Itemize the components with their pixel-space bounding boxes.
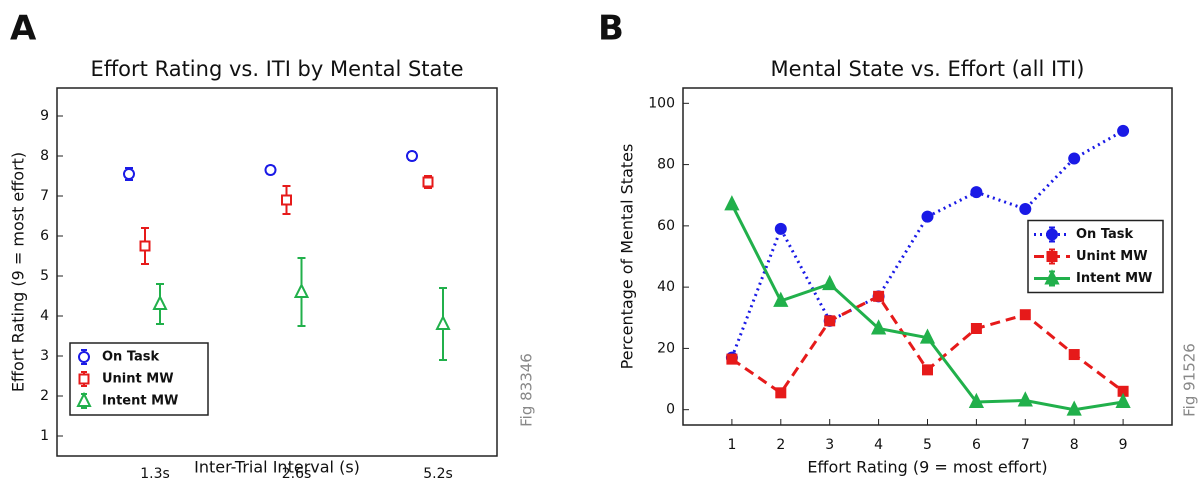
legend-marker — [1044, 269, 1060, 285]
y-tick-label: 1 — [40, 428, 49, 444]
x-axis-label: Effort Rating (9 = most effort) — [807, 458, 1047, 477]
marker — [1068, 349, 1080, 361]
marker — [264, 164, 277, 176]
chart-title: Mental State vs. Effort (all ITI) — [771, 57, 1085, 81]
legend-marker — [76, 391, 92, 407]
marker — [1115, 392, 1131, 409]
x-tick-label: 3 — [825, 437, 834, 453]
watermark: Fig 83346 — [518, 353, 536, 427]
marker — [870, 319, 887, 335]
y-tick-label: 80 — [657, 157, 675, 173]
y-axis-label: Percentage of Mental States — [618, 144, 637, 370]
x-tick-label: 5 — [923, 437, 932, 453]
y-tick-label: 3 — [40, 348, 49, 364]
y-tick-label: 9 — [40, 108, 49, 124]
legend-label: Unint MW — [102, 372, 174, 387]
legend-label: On Task — [102, 350, 160, 365]
y-tick-label: 2 — [40, 388, 49, 404]
marker — [281, 194, 292, 206]
y-tick-label: 40 — [657, 279, 675, 295]
panel-label: B — [598, 9, 624, 49]
marker — [422, 176, 434, 188]
legend-marker — [1046, 251, 1058, 262]
marker — [970, 186, 983, 199]
y-tick-label: 100 — [648, 95, 675, 111]
y-tick-label: 60 — [657, 218, 675, 234]
marker — [922, 364, 933, 376]
legend-marker — [78, 373, 90, 385]
marker — [406, 150, 418, 162]
legend-label: Unint MW — [1076, 249, 1148, 264]
marker — [773, 291, 789, 307]
marker — [968, 392, 985, 409]
legend-label: Intent MW — [1076, 271, 1152, 286]
legend-label: Intent MW — [102, 394, 178, 409]
marker — [724, 195, 740, 211]
plot-frame — [56, 87, 498, 457]
marker — [726, 353, 738, 365]
marker — [1066, 400, 1082, 416]
x-tick-label: 1 — [727, 437, 736, 453]
legend: On Task Unint MW Intent MW — [69, 342, 209, 416]
y-tick-label: 5 — [40, 268, 49, 284]
panel: A Effort Rating vs. ITI by Mental State In… — [9, 9, 536, 483]
y-tick-label: 20 — [657, 340, 675, 356]
x-tick-label: 8 — [1070, 437, 1079, 453]
x-tick-label: 9 — [1119, 437, 1128, 453]
marker — [921, 210, 934, 223]
marker — [435, 314, 451, 330]
marker — [293, 282, 310, 298]
panel-label: A — [10, 9, 37, 49]
marker — [919, 328, 936, 344]
y-tick-label: 4 — [40, 308, 49, 324]
marker — [824, 315, 836, 327]
marker — [1017, 391, 1033, 407]
marker — [775, 387, 787, 399]
x-tick-label: 2.6s — [282, 466, 312, 482]
marker — [970, 322, 982, 334]
legend-marker — [78, 351, 90, 363]
chart-title: Effort Rating vs. ITI by Mental State — [90, 57, 463, 81]
x-tick-label: 5.2s — [423, 466, 453, 482]
x-tick-label: 4 — [874, 437, 883, 453]
marker — [822, 274, 838, 291]
x-tick-label: 6 — [972, 437, 981, 453]
legend-marker — [1046, 228, 1058, 241]
x-tick-label: 7 — [1021, 437, 1030, 453]
marker — [873, 290, 885, 302]
y-tick-label: 6 — [40, 228, 49, 244]
marker — [139, 240, 151, 252]
marker — [1019, 203, 1032, 216]
watermark: Fig 91526 — [1181, 343, 1199, 417]
marker — [1117, 124, 1130, 137]
y-axis-label: Effort Rating (9 = most effort) — [9, 152, 28, 392]
y-tick-label: 8 — [40, 148, 49, 164]
marker — [1019, 309, 1031, 321]
legend-label: On Task — [1076, 227, 1134, 242]
x-tick-label: 1.3s — [140, 466, 170, 482]
marker — [774, 222, 787, 235]
legend-box — [69, 342, 209, 416]
line — [731, 294, 1125, 395]
y-tick-label: 0 — [666, 402, 675, 418]
x-axis-label: Inter-Trial Interval (s) — [194, 458, 360, 477]
marker — [152, 294, 168, 310]
panel: B Mental State vs. Effort (all ITI) Effort… — [598, 9, 1199, 477]
x-tick-label: 2 — [776, 437, 785, 453]
legend: On Task Unint MW Intent MW — [1027, 219, 1164, 294]
marker — [123, 168, 135, 180]
y-tick-label: 7 — [40, 188, 49, 204]
marker — [1068, 152, 1081, 165]
